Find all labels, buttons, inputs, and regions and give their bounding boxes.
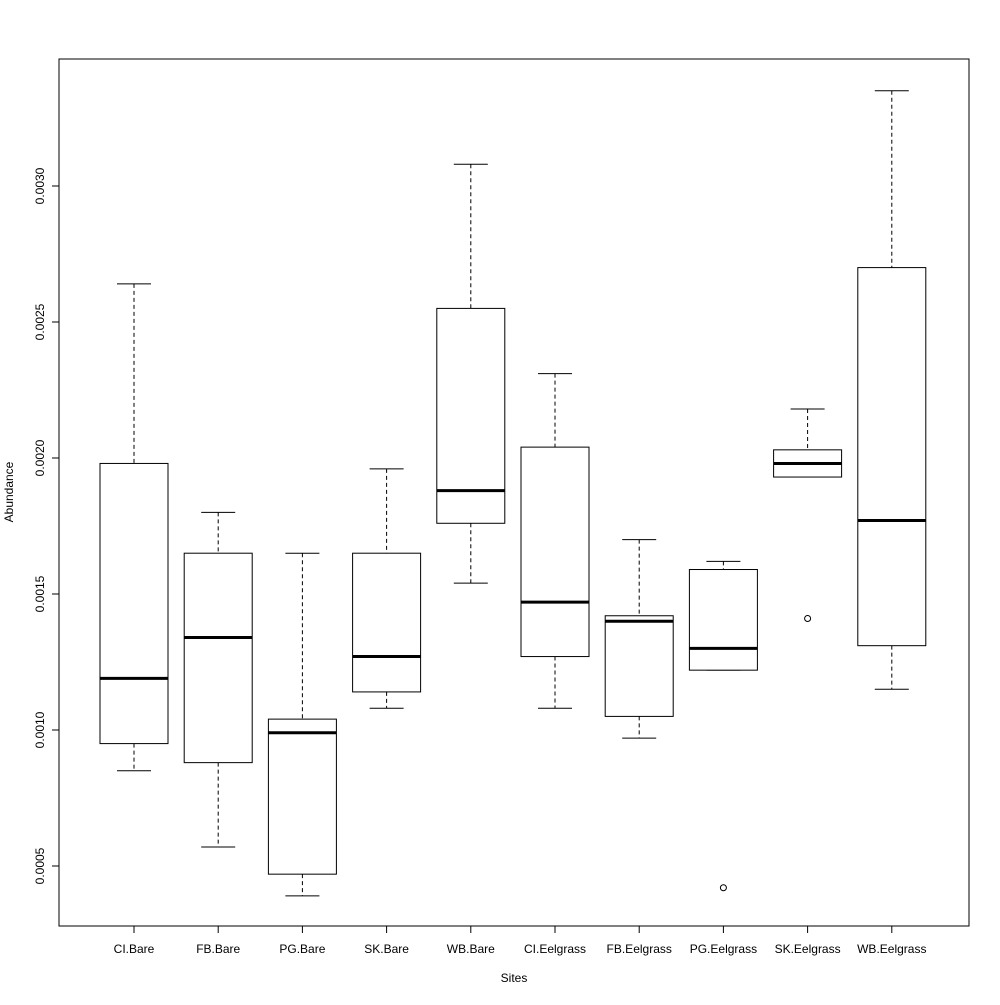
box-SK.Eelgrass xyxy=(773,408,843,622)
outlier-point xyxy=(719,884,727,892)
box-CI.Bare xyxy=(99,283,169,772)
outlier-point xyxy=(804,614,812,622)
x-tick-label: CI.Eelgrass xyxy=(524,942,586,956)
y-tick-label: 0.0030 xyxy=(33,167,47,204)
x-tick-label: PG.Bare xyxy=(279,942,325,956)
y-axis-title: Abundance xyxy=(2,461,16,522)
box-PG.Eelgrass xyxy=(688,560,758,892)
y-tick-label: 0.0020 xyxy=(33,439,47,476)
iqr-box xyxy=(267,718,337,875)
box-series xyxy=(99,90,927,897)
y-tick-label: 0.0025 xyxy=(33,303,47,340)
iqr-box xyxy=(352,552,422,693)
y-tick-label: 0.0015 xyxy=(33,575,47,612)
iqr-box xyxy=(436,307,506,524)
x-tick-label: WB.Eelgrass xyxy=(857,942,926,956)
x-tick-label: SK.Eelgrass xyxy=(775,942,841,956)
iqr-box xyxy=(99,462,169,745)
y-tick-label: 0.0010 xyxy=(33,711,47,748)
box-PG.Bare xyxy=(267,552,337,897)
x-tick-label: WB.Bare xyxy=(447,942,495,956)
y-axis: 0.0005 0.0010 0.0015 0.0020 0.0025 0.0030 xyxy=(33,167,60,884)
x-tick-label: PG.Eelgrass xyxy=(690,942,757,956)
y-tick-label: 0.0005 xyxy=(33,847,47,884)
box-CI.Eelgrass xyxy=(520,373,590,709)
iqr-box xyxy=(857,267,927,647)
iqr-box xyxy=(183,552,253,764)
x-tick-label: FB.Eelgrass xyxy=(607,942,672,956)
x-axis-title: Sites xyxy=(501,971,528,985)
box-FB.Eelgrass xyxy=(604,539,674,739)
x-tick-label: CI.Bare xyxy=(114,942,155,956)
box-SK.Bare xyxy=(352,468,422,709)
iqr-box xyxy=(688,569,758,671)
box-WB.Eelgrass xyxy=(857,90,927,690)
plot-frame xyxy=(58,58,970,927)
x-axis: CI.Bare FB.Bare PG.Bare SK.Bare WB.Bare CI.Ee… xyxy=(114,925,926,956)
box-WB.Bare xyxy=(436,163,506,584)
x-tick-label: FB.Bare xyxy=(196,942,240,956)
box-FB.Bare xyxy=(183,511,253,848)
iqr-box xyxy=(604,615,674,717)
x-tick-label: SK.Bare xyxy=(364,942,409,956)
iqr-box xyxy=(520,446,590,658)
